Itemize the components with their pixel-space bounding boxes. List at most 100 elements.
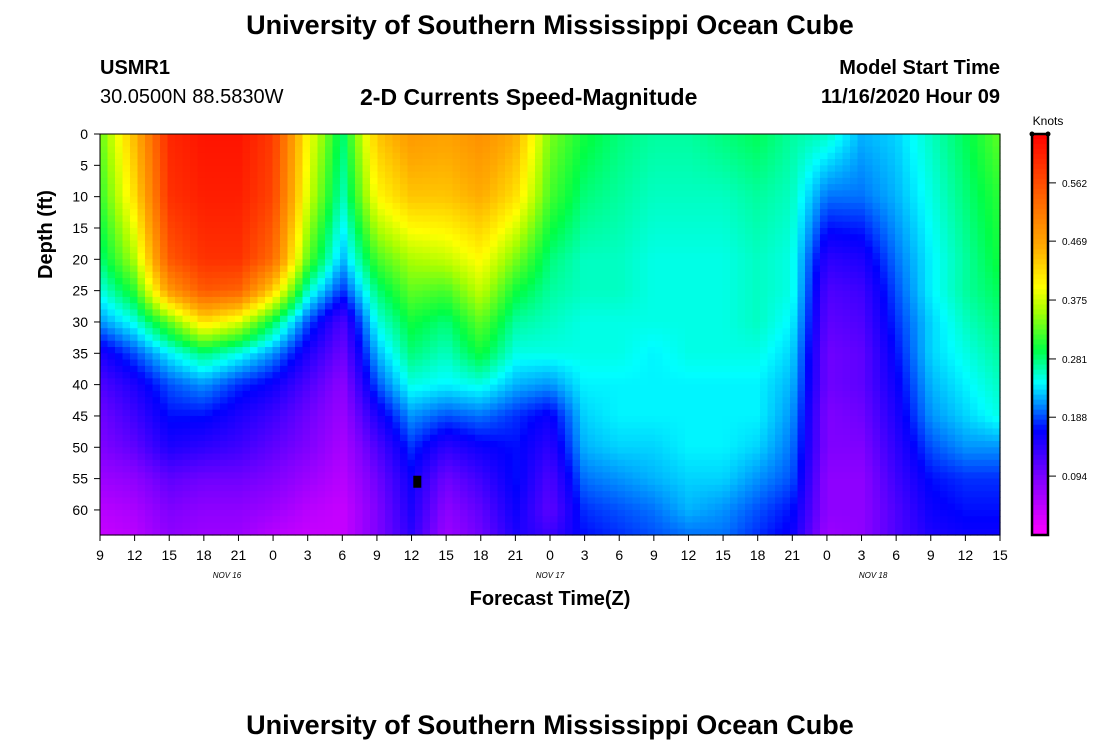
heatmap-cell (715, 290, 724, 298)
heatmap-cell (227, 309, 236, 317)
heatmap-cell (182, 334, 191, 342)
heatmap-cell (347, 152, 356, 160)
heatmap-cell (355, 334, 364, 342)
heatmap-cell (295, 196, 304, 204)
heatmap-cell (827, 290, 836, 298)
heatmap-cell (587, 209, 596, 217)
heatmap-cell (730, 384, 739, 392)
heatmap-cell (437, 347, 446, 354)
heatmap-cell (917, 246, 926, 254)
heatmap-cell (287, 259, 296, 267)
heatmap-cell (595, 259, 604, 267)
heatmap-cell (857, 284, 866, 292)
heatmap-cell (640, 202, 649, 210)
heatmap-cell (130, 215, 139, 223)
heatmap-cell (415, 221, 424, 229)
heatmap-cell (655, 353, 664, 361)
heatmap-cell (160, 215, 169, 223)
heatmap-cell (407, 359, 416, 367)
heatmap-cell (895, 177, 904, 185)
heatmap-cell (122, 171, 131, 179)
heatmap-cell (182, 140, 191, 148)
heatmap-cell (445, 215, 454, 223)
heatmap-cell (572, 328, 581, 336)
heatmap-cell (797, 184, 806, 191)
heatmap-cell (805, 209, 814, 217)
heatmap-cell (572, 215, 581, 223)
heatmap-cell (557, 303, 566, 311)
heatmap-cell (535, 209, 544, 217)
heatmap-cell (722, 347, 731, 354)
heatmap-cell (467, 146, 476, 154)
heatmap-cell (790, 384, 799, 392)
heatmap-cell (527, 353, 536, 361)
heatmap-cell (445, 159, 454, 166)
heatmap-cell (812, 328, 821, 336)
heatmap-cell (490, 390, 499, 398)
heatmap-cell (467, 309, 476, 317)
heatmap-cell (527, 390, 536, 398)
heatmap-cell (160, 177, 169, 185)
heatmap-cell (100, 190, 109, 198)
heatmap-cell (317, 234, 326, 242)
heatmap-cell (130, 290, 139, 298)
heatmap-cell (932, 253, 941, 260)
heatmap-cell (460, 190, 469, 198)
heatmap-cell (662, 321, 671, 329)
heatmap-cell (782, 215, 791, 223)
heatmap-cell (512, 134, 521, 141)
heatmap-cell (107, 290, 116, 298)
heatmap-cell (647, 159, 656, 166)
heatmap-cell (910, 134, 919, 141)
heatmap-cell (332, 321, 341, 329)
heatmap-cell (685, 209, 694, 217)
heatmap-cell (535, 227, 544, 235)
heatmap-cell (460, 328, 469, 336)
heatmap-cell (197, 152, 206, 160)
heatmap-cell (197, 190, 206, 198)
heatmap-cell (662, 196, 671, 204)
heatmap-cell (235, 384, 244, 392)
heatmap-cell (497, 296, 506, 304)
heatmap-cell (595, 227, 604, 235)
heatmap-cell (587, 353, 596, 361)
heatmap-cell (452, 152, 461, 160)
heatmap-cell (265, 353, 274, 361)
heatmap-cell (242, 184, 251, 191)
heatmap-cell (535, 278, 544, 285)
heatmap-cell (655, 384, 664, 392)
heatmap-cell (587, 315, 596, 323)
heatmap-cell (857, 202, 866, 210)
heatmap-cell (182, 134, 191, 141)
heatmap-cell (370, 372, 379, 379)
heatmap-cell (130, 134, 139, 141)
heatmap-cell (580, 209, 589, 217)
heatmap-cell (415, 353, 424, 361)
heatmap-cell (122, 221, 131, 229)
heatmap-cell (377, 353, 386, 361)
heatmap-cell (632, 177, 641, 185)
heatmap-cell (137, 378, 146, 386)
heatmap-cell (715, 271, 724, 279)
heatmap-cell (782, 321, 791, 329)
heatmap-cell (295, 140, 304, 148)
heatmap-cell (250, 177, 259, 185)
heatmap-cell (145, 240, 154, 248)
heatmap-cell (677, 171, 686, 179)
heatmap-cell (902, 253, 911, 260)
heatmap-cell (632, 152, 641, 160)
heatmap-cell (955, 359, 964, 367)
heatmap-cell (977, 215, 986, 223)
heatmap-cell (122, 215, 131, 223)
heatmap-cell (662, 353, 671, 361)
heatmap-cell (130, 303, 139, 311)
heatmap-cell (265, 209, 274, 217)
heatmap-cell (295, 303, 304, 311)
heatmap-cell (467, 215, 476, 223)
heatmap-cell (647, 303, 656, 311)
heatmap-cell (685, 246, 694, 254)
heatmap-cell (265, 365, 274, 373)
heatmap-cell (347, 303, 356, 311)
heatmap-cell (715, 303, 724, 311)
heatmap-cell (400, 378, 409, 386)
